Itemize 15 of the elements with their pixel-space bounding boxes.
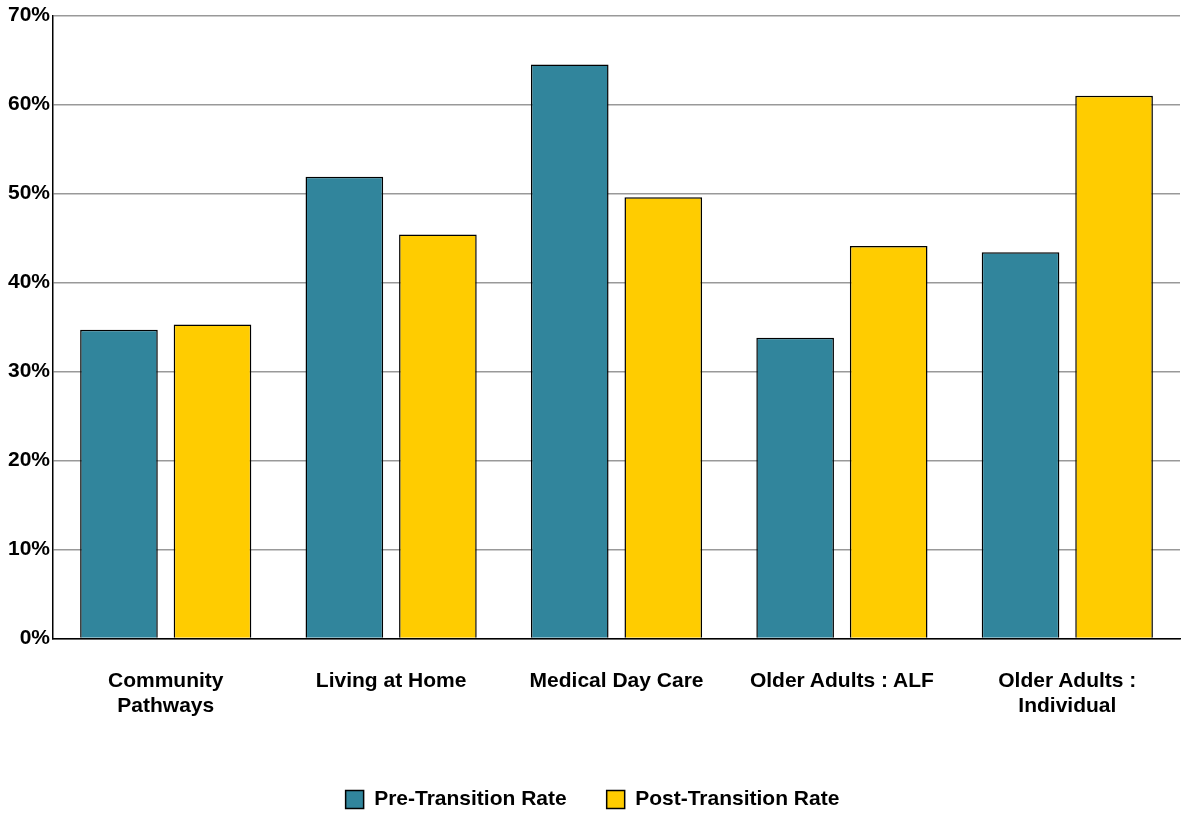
y-tick-label: 40% — [8, 269, 51, 293]
x-tick-label: Medical Day Care — [529, 668, 704, 691]
legend-label: Post-Transition Rate — [635, 786, 840, 810]
y-tick-label: 0% — [19, 625, 51, 649]
y-tick-label: 10% — [8, 536, 51, 560]
legend-label: Pre-Transition Rate — [374, 786, 567, 810]
x-tick-label: Community Pathways — [107, 668, 224, 717]
y-tick-label: 20% — [8, 447, 51, 471]
y-tick-label: 60% — [8, 91, 51, 115]
x-tick-label: Older Adults : Individual — [998, 668, 1137, 717]
y-tick-label: 30% — [8, 358, 51, 382]
x-tick-label: Older Adults : ALF — [749, 668, 935, 691]
y-tick-label: 50% — [8, 180, 51, 204]
x-tick-label: Living at Home — [315, 668, 467, 691]
y-tick-label: 70% — [8, 2, 51, 26]
